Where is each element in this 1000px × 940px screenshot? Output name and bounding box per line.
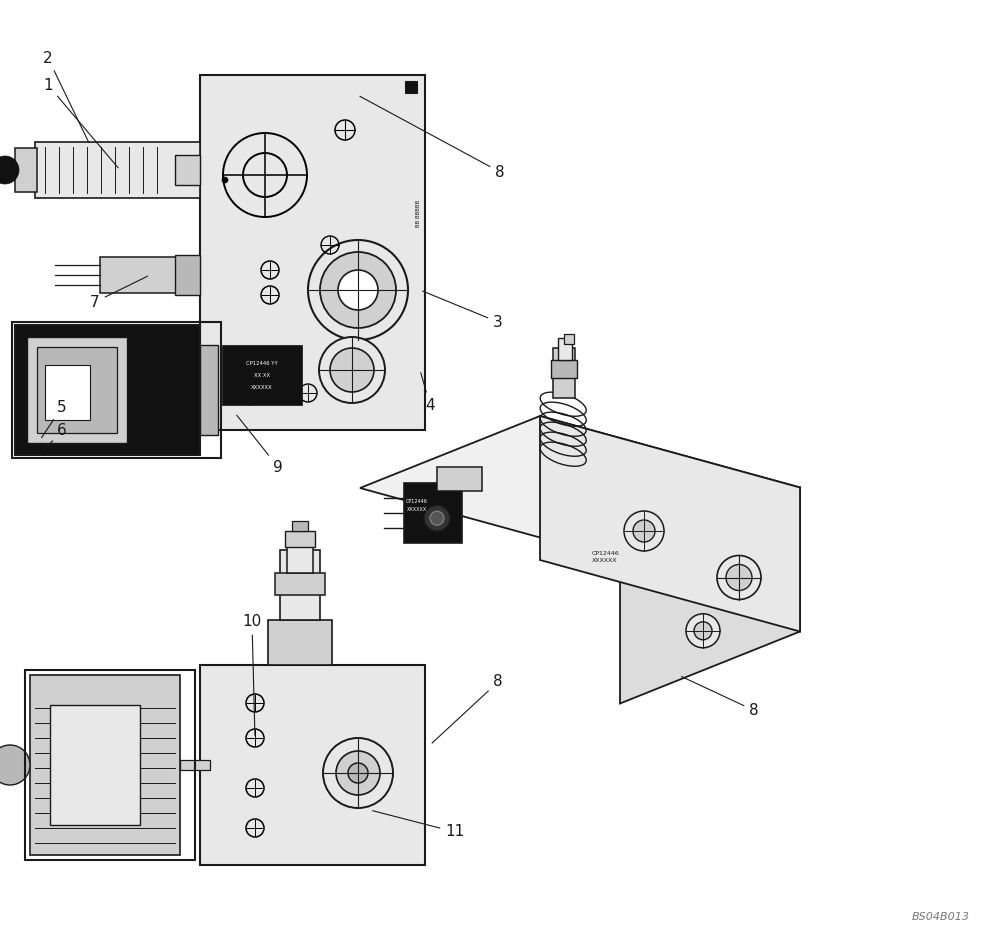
Circle shape bbox=[320, 252, 396, 328]
Bar bbox=[564, 335, 574, 344]
Circle shape bbox=[222, 177, 228, 183]
Text: 8: 8 bbox=[432, 675, 503, 744]
Circle shape bbox=[330, 348, 374, 392]
Bar bbox=[15, 148, 37, 192]
Text: 6: 6 bbox=[42, 422, 67, 453]
Bar bbox=[222, 345, 302, 405]
Polygon shape bbox=[360, 416, 800, 559]
Bar bbox=[50, 705, 140, 825]
Circle shape bbox=[694, 621, 712, 640]
Bar bbox=[12, 322, 221, 458]
Bar bbox=[45, 365, 90, 420]
Bar bbox=[437, 467, 482, 492]
Circle shape bbox=[0, 156, 19, 184]
Bar bbox=[292, 521, 308, 531]
Bar bbox=[25, 670, 195, 860]
Bar bbox=[200, 345, 218, 435]
Circle shape bbox=[240, 385, 260, 405]
Circle shape bbox=[574, 522, 584, 533]
Bar bbox=[268, 620, 332, 665]
Text: XXXXXX: XXXXXX bbox=[251, 384, 273, 389]
Text: BB BBBBB: BB BBBBB bbox=[416, 199, 421, 227]
Text: XXXXXX: XXXXXX bbox=[407, 507, 427, 511]
Bar bbox=[100, 257, 200, 293]
Polygon shape bbox=[620, 488, 800, 703]
Text: 5: 5 bbox=[42, 400, 67, 438]
Circle shape bbox=[633, 520, 655, 542]
Text: 8: 8 bbox=[360, 96, 505, 180]
Bar bbox=[405, 81, 417, 93]
Circle shape bbox=[686, 614, 720, 648]
Text: 2: 2 bbox=[43, 51, 89, 143]
Circle shape bbox=[338, 270, 378, 310]
Text: CP12446
XXXXXX: CP12446 XXXXXX bbox=[592, 552, 620, 563]
Text: 7: 7 bbox=[90, 276, 148, 309]
Bar bbox=[275, 573, 325, 595]
Circle shape bbox=[50, 422, 60, 432]
Circle shape bbox=[424, 505, 450, 531]
Circle shape bbox=[0, 745, 30, 785]
Circle shape bbox=[633, 509, 644, 521]
Text: 11: 11 bbox=[373, 810, 465, 839]
Text: BS04B013: BS04B013 bbox=[912, 912, 970, 922]
Bar bbox=[180, 760, 210, 770]
Circle shape bbox=[717, 556, 761, 600]
Bar bbox=[280, 550, 320, 620]
Bar bbox=[553, 348, 575, 399]
Circle shape bbox=[336, 751, 380, 795]
Bar bbox=[404, 483, 462, 543]
Text: CP12446: CP12446 bbox=[406, 499, 428, 504]
Bar bbox=[200, 665, 425, 865]
Circle shape bbox=[696, 498, 706, 508]
Text: 1: 1 bbox=[43, 77, 118, 168]
Bar bbox=[175, 255, 200, 295]
Bar bbox=[27, 337, 127, 443]
Text: 3: 3 bbox=[423, 291, 503, 330]
Polygon shape bbox=[540, 416, 800, 632]
Circle shape bbox=[319, 337, 385, 403]
Bar bbox=[200, 75, 425, 430]
Bar bbox=[30, 675, 180, 855]
Bar bbox=[551, 360, 577, 378]
Bar bbox=[35, 142, 200, 198]
Circle shape bbox=[308, 240, 408, 340]
Text: 10: 10 bbox=[242, 615, 262, 735]
Circle shape bbox=[323, 738, 393, 808]
Circle shape bbox=[574, 464, 584, 476]
Text: 4: 4 bbox=[421, 372, 435, 413]
Text: 8: 8 bbox=[682, 677, 759, 718]
Text: XX XX: XX XX bbox=[254, 372, 270, 378]
Circle shape bbox=[633, 539, 644, 550]
Bar bbox=[37, 347, 117, 433]
Bar bbox=[287, 533, 313, 573]
Text: 9: 9 bbox=[237, 415, 283, 475]
Circle shape bbox=[574, 494, 584, 504]
Bar bbox=[175, 155, 200, 185]
Circle shape bbox=[348, 763, 368, 783]
Bar bbox=[285, 531, 315, 547]
Text: CP12446 YY: CP12446 YY bbox=[246, 361, 278, 366]
Bar bbox=[558, 338, 572, 360]
Circle shape bbox=[624, 511, 664, 551]
Circle shape bbox=[430, 511, 444, 525]
Bar bbox=[15, 325, 200, 455]
Circle shape bbox=[726, 565, 752, 590]
